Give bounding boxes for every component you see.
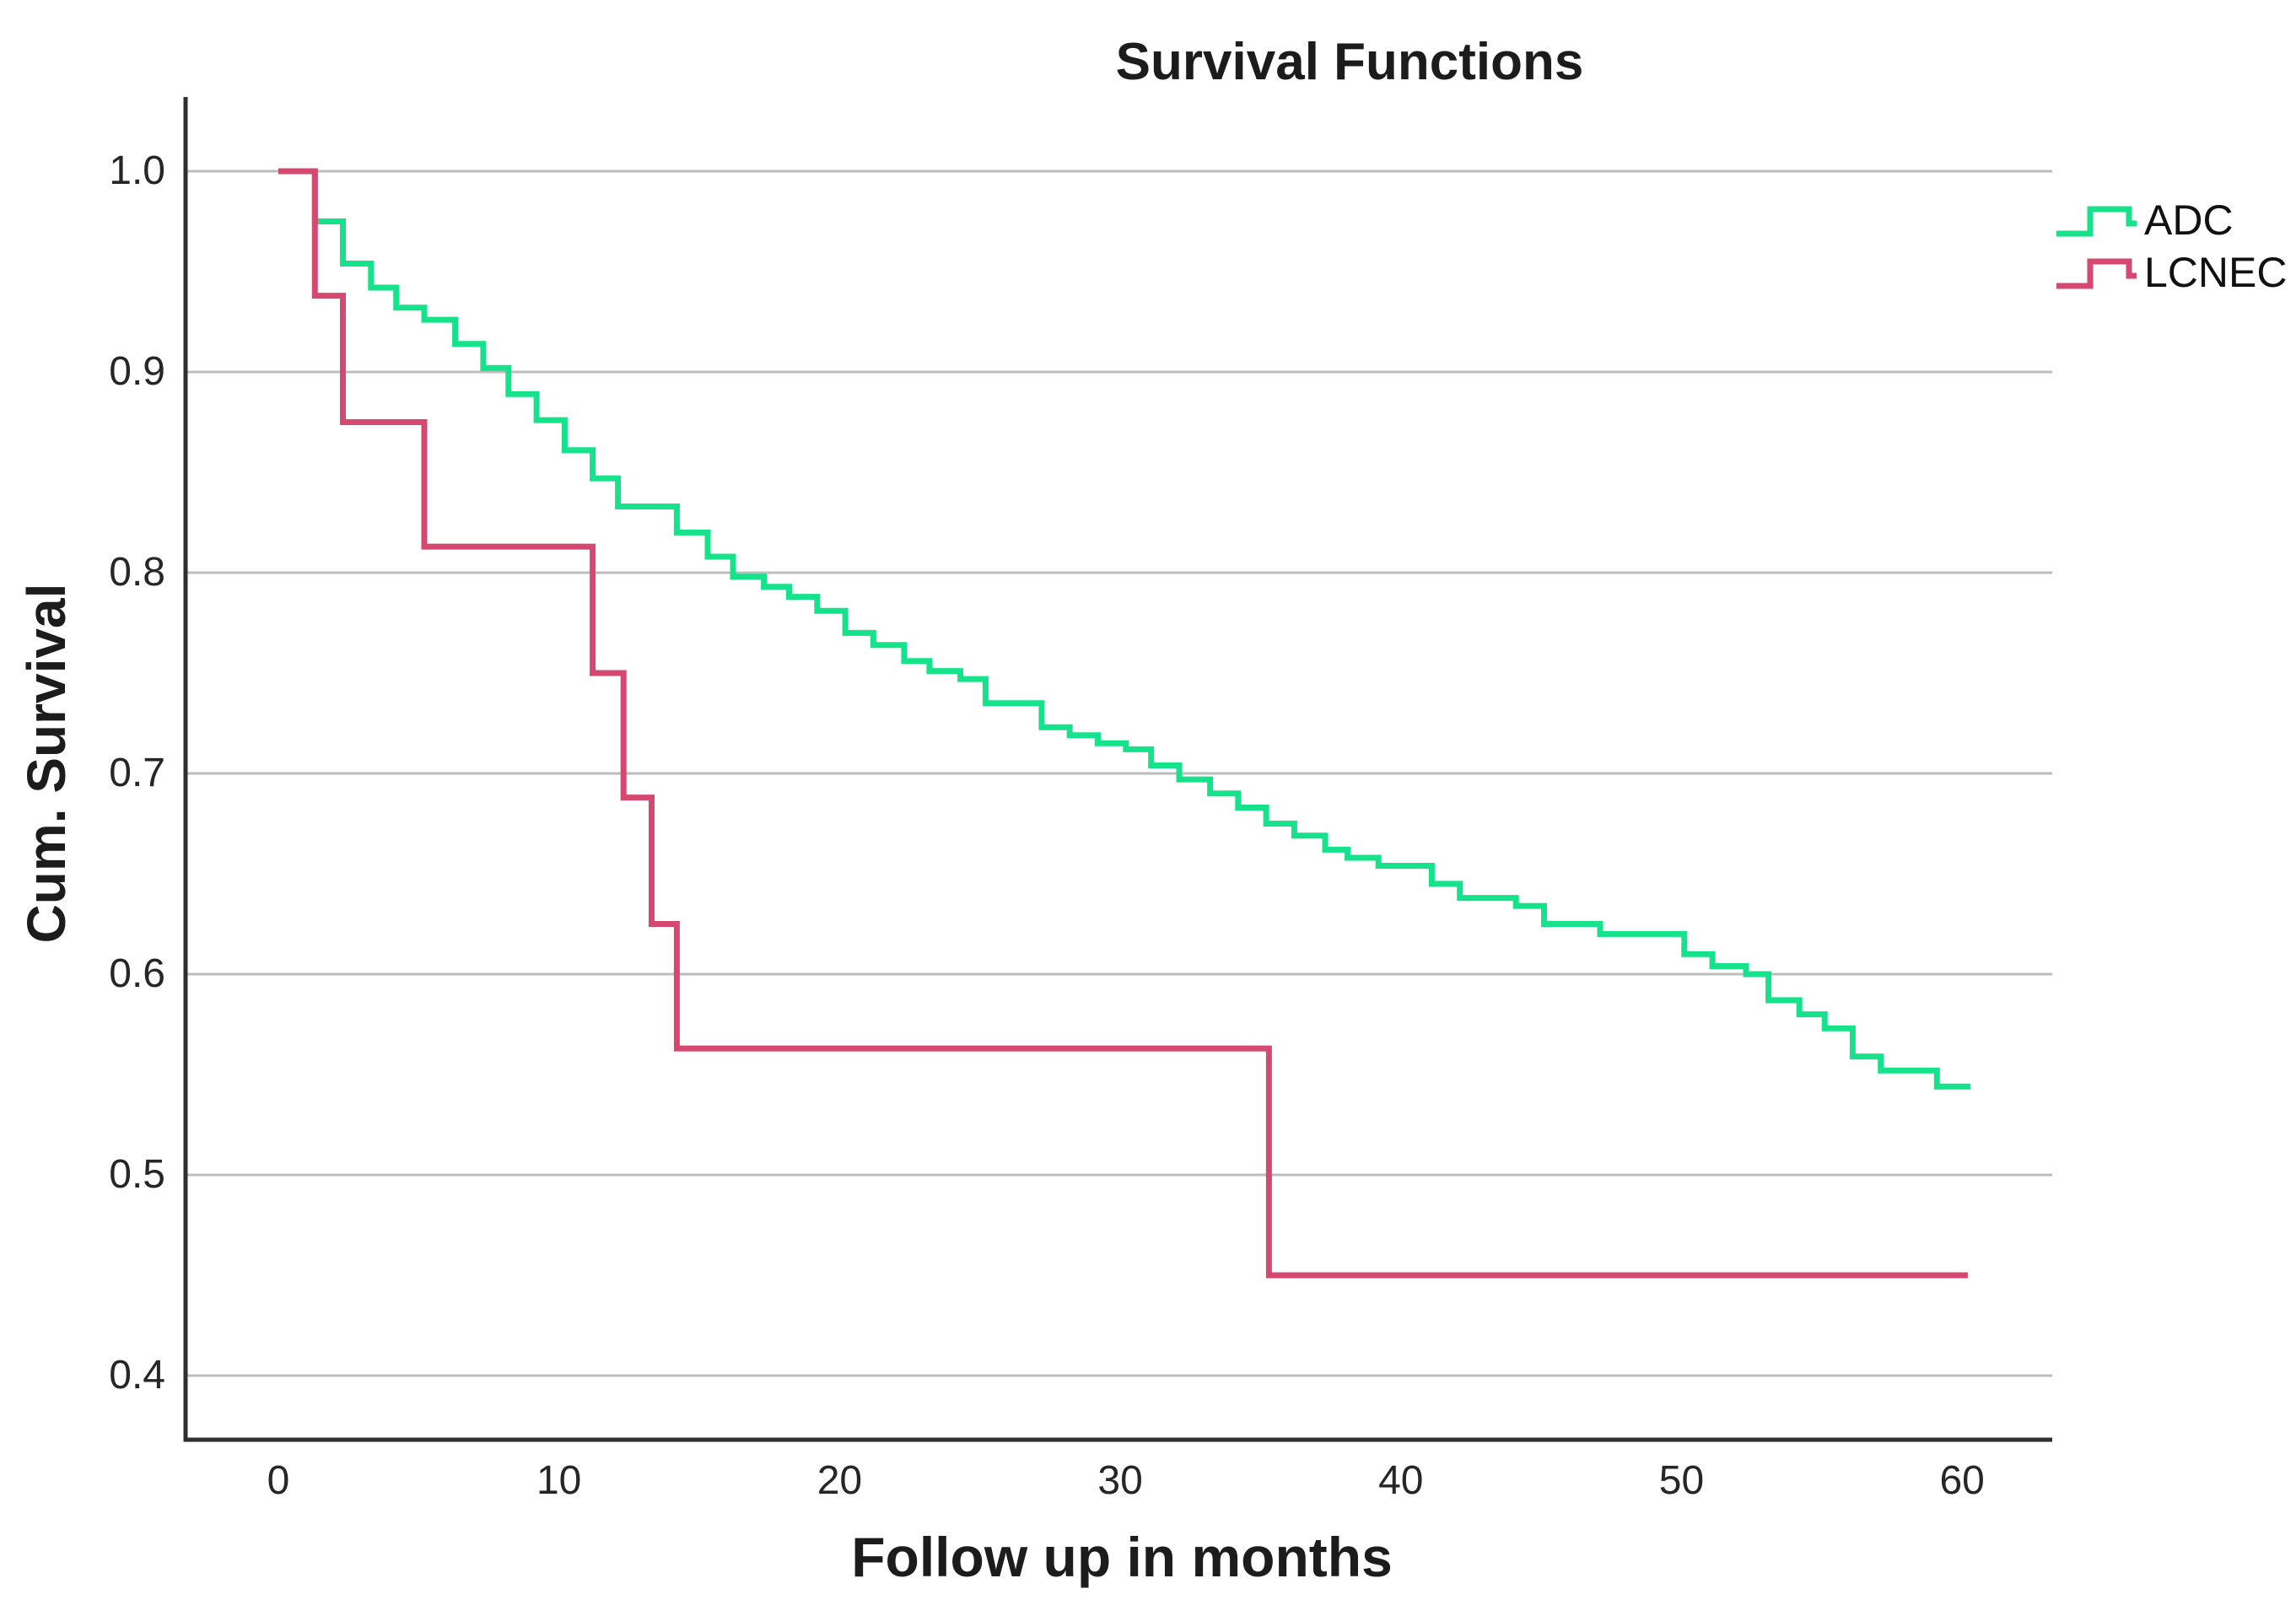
x-tick-label-50: 50	[1658, 1458, 1705, 1503]
x-tick-label-30: 30	[1097, 1458, 1143, 1503]
chart-title: Survival Functions	[1115, 33, 1584, 91]
y-tick-label-0.7: 0.7	[109, 751, 165, 795]
y-tick-label-0.5: 0.5	[109, 1152, 165, 1197]
legend: ADC LCNEC	[2055, 194, 2287, 299]
x-tick-label-10: 10	[536, 1458, 582, 1503]
y-tick-label-0.9: 0.9	[109, 349, 165, 394]
legend-item-adc: ADC	[2055, 194, 2287, 246]
survival-curve-adc	[278, 168, 1971, 1090]
y-tick-label-0.6: 0.6	[109, 951, 165, 996]
legend-item-lcnec: LCNEC	[2055, 246, 2287, 299]
y-tick-label-0.8: 0.8	[109, 550, 165, 595]
x-tick-label-20: 20	[817, 1458, 863, 1503]
legend-label-lcnec: LCNEC	[2144, 249, 2288, 296]
legend-step-glyph-lcnec-icon	[2056, 258, 2137, 289]
y-axis-title: Cum. Survival	[16, 583, 77, 944]
x-tick-label-60: 60	[1939, 1458, 1985, 1503]
x-tick-label-0: 0	[267, 1458, 290, 1503]
legend-label-adc: ADC	[2144, 197, 2234, 244]
y-tick-label-1.0: 1.0	[109, 148, 165, 193]
legend-step-glyph-adc-icon	[2056, 206, 2137, 237]
x-tick-label-40: 40	[1378, 1458, 1424, 1503]
x-axis-title: Follow up in months	[851, 1526, 1393, 1588]
y-tick-label-0.4: 0.4	[109, 1353, 165, 1398]
survival-curve-lcnec	[278, 168, 1968, 1279]
